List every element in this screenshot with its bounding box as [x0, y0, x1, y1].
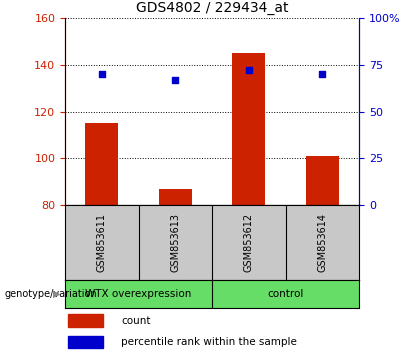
Bar: [232, 53, 265, 205]
Point: [245, 67, 252, 73]
Text: ▶: ▶: [53, 289, 61, 299]
Point: [172, 77, 179, 82]
Text: genotype/variation: genotype/variation: [4, 289, 97, 299]
Bar: [85, 123, 118, 205]
Text: control: control: [268, 289, 304, 299]
Bar: [68, 336, 103, 348]
Text: GSM853611: GSM853611: [97, 213, 107, 272]
Bar: [306, 156, 339, 205]
Text: GSM853613: GSM853613: [171, 213, 180, 272]
Text: WTX overexpression: WTX overexpression: [85, 289, 192, 299]
Text: count: count: [121, 316, 150, 326]
Text: percentile rank within the sample: percentile rank within the sample: [121, 337, 297, 347]
Text: GSM853614: GSM853614: [318, 213, 327, 272]
Bar: [68, 314, 103, 327]
Title: GDS4802 / 229434_at: GDS4802 / 229434_at: [136, 1, 289, 15]
Bar: [159, 189, 192, 205]
Point: [98, 71, 105, 77]
Point: [319, 71, 326, 77]
Text: GSM853612: GSM853612: [244, 213, 254, 272]
